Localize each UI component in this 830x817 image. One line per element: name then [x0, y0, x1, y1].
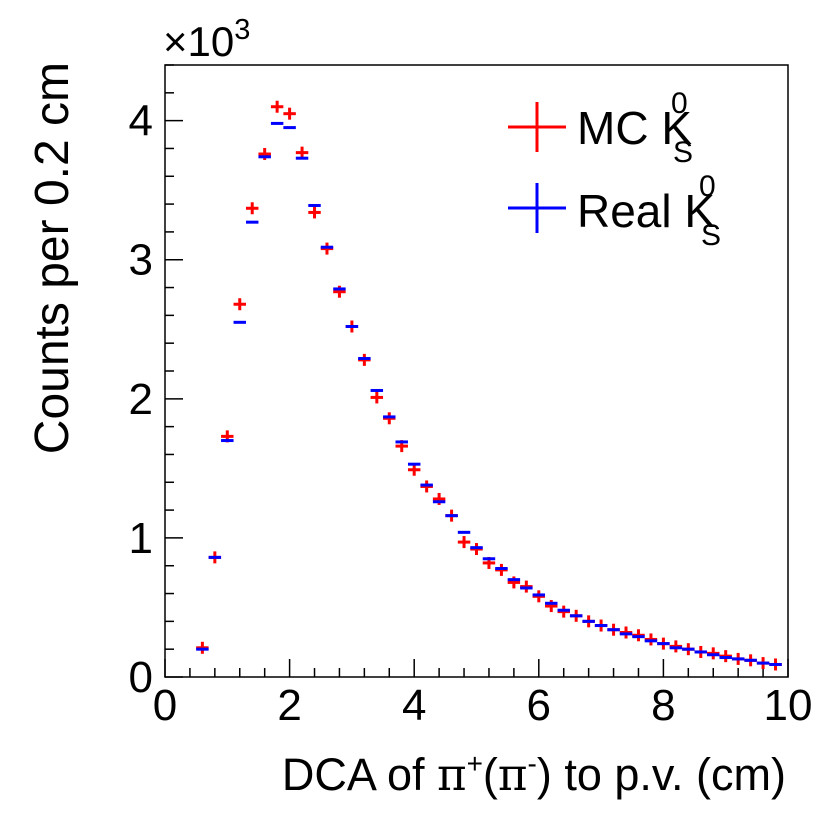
- x-axis-label: DCA of π+(π-) to p.v. (cm): [282, 748, 786, 801]
- data-markers: [196, 100, 782, 671]
- axis-multiplier: ×103: [163, 14, 250, 65]
- x-tick-label: 6: [527, 681, 551, 730]
- y-tick-label: 2: [129, 375, 153, 424]
- y-tick-label: 1: [129, 514, 153, 563]
- legend-entry-mc: MC K0 S: [508, 87, 693, 169]
- series-real: [196, 121, 782, 666]
- x-tick-label: 0: [153, 681, 177, 730]
- y-tick-label: 3: [129, 236, 153, 285]
- x-tick-label: 8: [651, 681, 675, 730]
- legend-label-mc: MC K0 S: [577, 87, 693, 169]
- x-tick-label: 4: [402, 681, 426, 730]
- y-tick-label: 0: [129, 653, 153, 702]
- legend: MC K0 S Real K0 S: [508, 87, 721, 252]
- legend-entry-real: Real K0 S: [508, 170, 721, 252]
- x-tick-label: 10: [764, 681, 813, 730]
- x-tick-label: 2: [277, 681, 301, 730]
- tick-labels: 0 2 4 6 8 10 0 1 2 3 4: [129, 97, 813, 730]
- legend-label-real: Real K0 S: [577, 170, 721, 252]
- y-tick-label: 4: [129, 97, 153, 146]
- axis-ticks: [164, 64, 789, 678]
- y-axis-label: Counts per 0.2 cm: [26, 62, 79, 454]
